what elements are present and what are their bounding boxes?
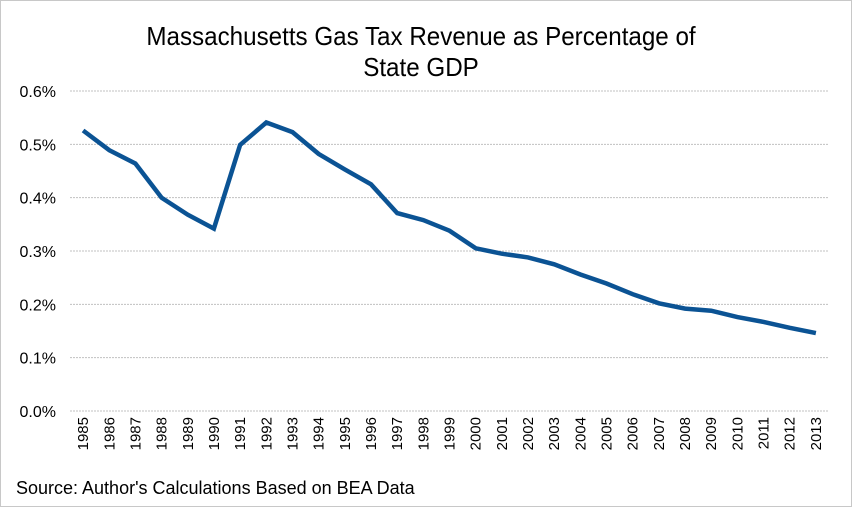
y-tick-label: 0.4% <box>20 191 56 208</box>
x-tick-label: 1985 <box>75 417 92 450</box>
chart-title-line-2: State GDP <box>363 52 479 82</box>
x-tick-label: 2012 <box>782 417 799 450</box>
gridlines <box>70 90 829 412</box>
x-tick-label: 1998 <box>415 417 432 450</box>
x-tick-label: 1990 <box>206 417 223 450</box>
y-tick-label: 0.6% <box>20 84 56 101</box>
y-axis-tick-labels: 0.0% 0.1% 0.2% 0.3% 0.4% 0.5% 0.6% <box>20 84 56 421</box>
x-tick-label: 1994 <box>311 417 328 450</box>
x-tick-label: 1986 <box>101 417 118 450</box>
chart-title-line-1: Massachusetts Gas Tax Revenue as Percent… <box>146 21 696 51</box>
x-tick-label: 2003 <box>546 417 563 450</box>
x-tick-label: 2006 <box>625 417 642 450</box>
y-tick-label: 0.1% <box>20 351 56 368</box>
x-tick-label: 2002 <box>520 417 537 450</box>
x-tick-label: 2008 <box>677 417 694 450</box>
series-line <box>81 119 817 336</box>
x-tick-label: 1995 <box>337 417 354 450</box>
x-tick-label: 1991 <box>232 417 249 450</box>
x-tick-label: 2010 <box>729 417 746 450</box>
x-tick-label: 1989 <box>180 417 197 450</box>
source-note: Source: Author's Calculations Based on B… <box>16 478 415 498</box>
y-tick-label: 0.3% <box>20 244 56 261</box>
x-tick-label: 1997 <box>389 417 406 450</box>
x-tick-label: 2013 <box>808 417 825 450</box>
x-tick-label: 1999 <box>442 417 459 450</box>
x-tick-label: 2004 <box>572 417 589 450</box>
x-tick-label: 2007 <box>651 417 668 450</box>
x-tick-label: 1987 <box>127 417 144 450</box>
y-tick-label: 0.0% <box>20 404 56 421</box>
chart-title: Massachusetts Gas Tax Revenue as Percent… <box>30 21 811 83</box>
series-layer <box>81 119 817 336</box>
x-tick-label: 1988 <box>154 417 171 450</box>
x-tick-label: 1996 <box>363 417 380 450</box>
x-tick-label: 2011 <box>756 417 773 449</box>
x-tick-label: 1993 <box>284 417 301 450</box>
y-tick-label: 0.5% <box>20 137 56 154</box>
x-axis-tick-labels: 1985 1986 1987 1988 1989 1990 1991 1992 1993 1994… <box>75 417 825 450</box>
x-tick-label: 2009 <box>703 417 720 450</box>
x-tick-label: 2005 <box>599 417 616 450</box>
y-tick-label: 0.2% <box>20 297 56 314</box>
x-tick-label: 2000 <box>468 417 485 450</box>
x-tick-label: 1992 <box>258 417 275 450</box>
x-tick-label: 2001 <box>494 417 511 450</box>
